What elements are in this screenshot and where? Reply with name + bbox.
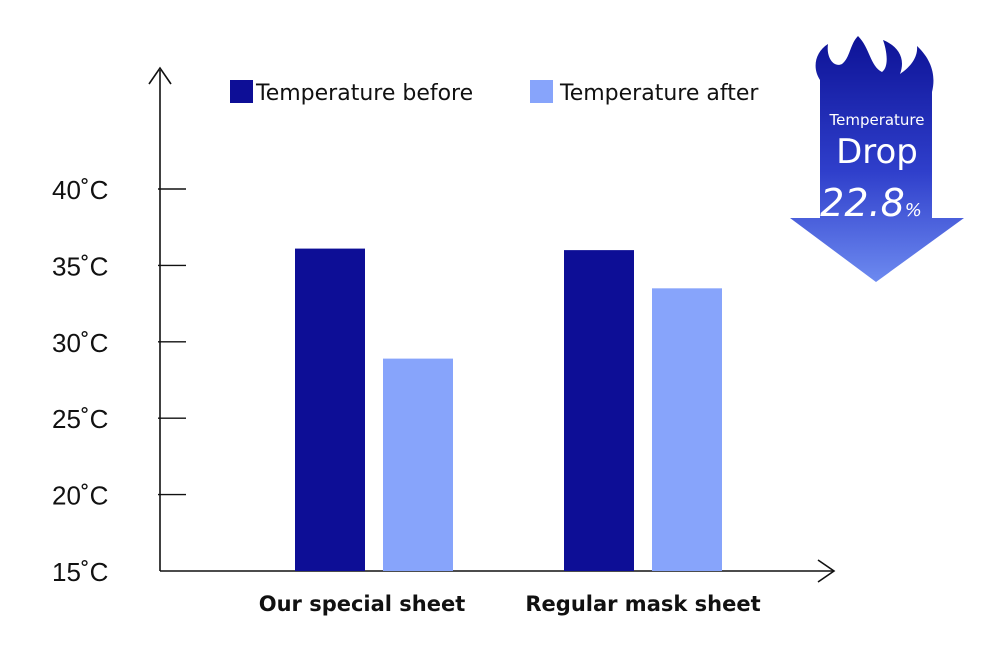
x-tick-label: Our special sheet xyxy=(259,592,466,616)
legend-label-after: Temperature after xyxy=(559,81,759,106)
badge-line2: Drop xyxy=(836,132,918,172)
badge-value-number: 22.8 xyxy=(820,181,905,225)
y-tick-label: 20˚C xyxy=(52,481,108,511)
legend: Temperature before Temperature after xyxy=(230,80,759,106)
flame-arrow-icon xyxy=(790,36,964,282)
y-tick-label: 30˚C xyxy=(52,328,108,358)
x-axis-arrow xyxy=(817,559,836,583)
badge-line1: Temperature xyxy=(828,111,924,129)
legend-swatch-after xyxy=(530,80,553,103)
y-tick-label: 25˚C xyxy=(52,404,108,434)
y-axis-arrow xyxy=(148,66,172,85)
y-ticks: 15˚C 20˚C 25˚C 30˚C 35˚C 40˚C xyxy=(52,175,186,587)
y-tick-label: 40˚C xyxy=(52,175,108,205)
temperature-drop-badge: Temperature Drop 22.8% xyxy=(790,36,964,282)
badge-value-unit: % xyxy=(905,200,922,221)
y-tick-label: 35˚C xyxy=(52,251,108,281)
y-tick-label: 15˚C xyxy=(52,557,108,587)
bars xyxy=(295,248,722,572)
legend-label-before: Temperature before xyxy=(255,81,473,106)
bar-before xyxy=(564,250,634,571)
x-tick-labels: Our special sheet Regular mask sheet xyxy=(259,592,761,616)
x-tick-label: Regular mask sheet xyxy=(525,592,760,616)
axes xyxy=(148,66,836,583)
legend-swatch-before xyxy=(230,80,253,103)
bar-before xyxy=(295,248,365,572)
bar-after xyxy=(652,288,722,571)
badge-value: 22.8% xyxy=(820,181,922,225)
bar-after xyxy=(383,358,453,571)
